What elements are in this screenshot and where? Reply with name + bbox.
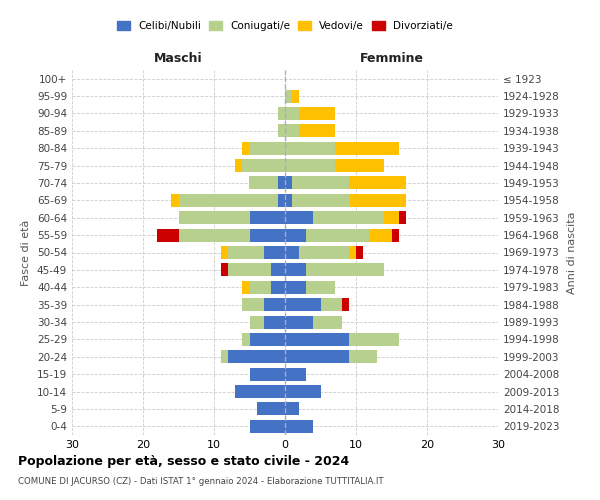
Bar bbox=[250, 333, 285, 346]
Bar bbox=[285, 176, 292, 190]
Bar bbox=[242, 298, 264, 311]
Bar bbox=[221, 246, 228, 259]
Bar bbox=[250, 142, 285, 154]
Bar bbox=[292, 90, 299, 102]
Bar bbox=[307, 264, 385, 276]
Bar bbox=[307, 280, 335, 294]
Bar bbox=[285, 280, 307, 294]
Bar bbox=[313, 211, 385, 224]
Bar bbox=[221, 264, 228, 276]
Bar bbox=[228, 350, 285, 364]
Bar bbox=[292, 176, 349, 190]
Bar bbox=[250, 228, 285, 241]
Bar bbox=[356, 246, 363, 259]
Bar bbox=[349, 333, 398, 346]
Bar bbox=[342, 298, 349, 311]
Bar bbox=[271, 280, 285, 294]
Bar bbox=[285, 90, 292, 102]
Bar bbox=[349, 176, 406, 190]
Bar bbox=[250, 176, 278, 190]
Bar bbox=[392, 228, 398, 241]
Bar bbox=[278, 107, 285, 120]
Bar bbox=[278, 124, 285, 138]
Bar bbox=[179, 194, 278, 207]
Bar bbox=[335, 159, 385, 172]
Bar bbox=[285, 159, 335, 172]
Bar bbox=[228, 264, 271, 276]
Bar bbox=[257, 402, 285, 415]
Bar bbox=[285, 350, 349, 364]
Text: Femmine: Femmine bbox=[359, 52, 424, 65]
Bar bbox=[235, 159, 242, 172]
Bar bbox=[299, 246, 349, 259]
Y-axis label: Anni di nascita: Anni di nascita bbox=[566, 211, 577, 294]
Bar bbox=[313, 316, 342, 328]
Y-axis label: Fasce di età: Fasce di età bbox=[22, 220, 31, 286]
Bar bbox=[349, 350, 377, 364]
Bar bbox=[285, 228, 307, 241]
Bar bbox=[285, 211, 313, 224]
Bar bbox=[250, 211, 285, 224]
Bar bbox=[349, 246, 356, 259]
Bar bbox=[179, 211, 250, 224]
Bar bbox=[285, 142, 335, 154]
Legend: Celibi/Nubili, Coniugati/e, Vedovi/e, Divorziati/e: Celibi/Nubili, Coniugati/e, Vedovi/e, Di… bbox=[113, 17, 457, 36]
Bar bbox=[264, 316, 285, 328]
Bar bbox=[250, 368, 285, 380]
Bar bbox=[349, 194, 406, 207]
Bar bbox=[307, 228, 370, 241]
Bar bbox=[320, 298, 342, 311]
Bar bbox=[285, 385, 320, 398]
Bar bbox=[285, 264, 307, 276]
Bar bbox=[299, 107, 335, 120]
Bar bbox=[285, 420, 313, 433]
Bar bbox=[285, 298, 320, 311]
Text: Maschi: Maschi bbox=[154, 52, 203, 65]
Bar bbox=[228, 246, 264, 259]
Bar bbox=[221, 350, 228, 364]
Bar bbox=[285, 194, 292, 207]
Bar bbox=[385, 211, 398, 224]
Bar bbox=[250, 280, 271, 294]
Bar bbox=[335, 142, 398, 154]
Text: Popolazione per età, sesso e stato civile - 2024: Popolazione per età, sesso e stato civil… bbox=[18, 455, 349, 468]
Bar bbox=[278, 194, 285, 207]
Bar bbox=[242, 333, 250, 346]
Bar bbox=[285, 246, 299, 259]
Bar bbox=[242, 159, 285, 172]
Bar bbox=[242, 142, 250, 154]
Bar bbox=[285, 368, 307, 380]
Bar bbox=[157, 228, 179, 241]
Bar bbox=[299, 124, 335, 138]
Bar bbox=[285, 316, 313, 328]
Bar bbox=[235, 385, 285, 398]
Bar bbox=[271, 264, 285, 276]
Bar bbox=[179, 228, 250, 241]
Text: COMUNE DI JACURSO (CZ) - Dati ISTAT 1° gennaio 2024 - Elaborazione TUTTITALIA.IT: COMUNE DI JACURSO (CZ) - Dati ISTAT 1° g… bbox=[18, 478, 383, 486]
Bar bbox=[250, 420, 285, 433]
Bar bbox=[172, 194, 179, 207]
Bar bbox=[285, 124, 299, 138]
Bar bbox=[285, 402, 299, 415]
Bar bbox=[398, 211, 406, 224]
Bar bbox=[285, 333, 349, 346]
Bar bbox=[285, 107, 299, 120]
Bar bbox=[264, 298, 285, 311]
Bar bbox=[292, 194, 349, 207]
Bar bbox=[370, 228, 392, 241]
Bar bbox=[278, 176, 285, 190]
Bar bbox=[242, 280, 250, 294]
Bar bbox=[264, 246, 285, 259]
Bar bbox=[250, 316, 264, 328]
